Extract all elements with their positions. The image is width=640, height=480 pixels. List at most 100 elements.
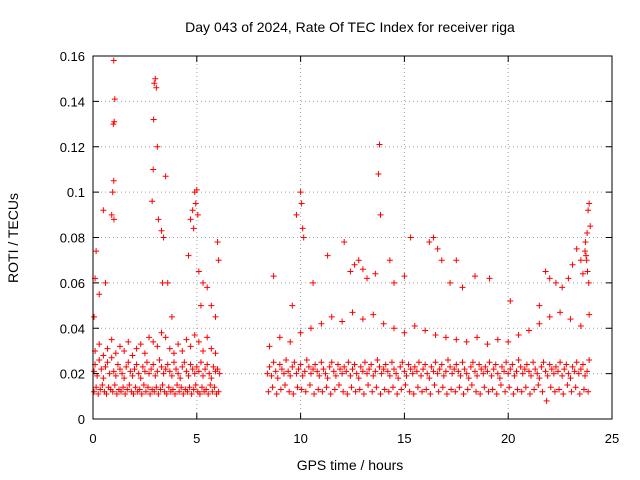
- data-point: [212, 313, 219, 320]
- data-point: [179, 363, 186, 370]
- x-tick-label: 5: [193, 431, 200, 446]
- data-point: [300, 234, 307, 241]
- data-point: [150, 361, 157, 368]
- data-point: [99, 381, 106, 388]
- data-point: [100, 207, 107, 214]
- x-tick-label: 15: [397, 431, 411, 446]
- data-point: [448, 386, 455, 393]
- data-point: [139, 363, 146, 370]
- data-point: [159, 381, 166, 388]
- data-point: [169, 386, 176, 393]
- data-point: [175, 341, 182, 348]
- data-point: [297, 329, 304, 336]
- data-point: [183, 336, 190, 343]
- data-point: [286, 388, 293, 395]
- data-point: [467, 363, 474, 370]
- data-point: [172, 391, 179, 398]
- data-point: [546, 275, 553, 282]
- data-point: [210, 363, 217, 370]
- data-point: [365, 381, 372, 388]
- data-point: [131, 366, 138, 373]
- data-point: [389, 384, 396, 391]
- data-point: [418, 372, 425, 379]
- data-point: [212, 350, 219, 357]
- data-point: [133, 345, 140, 352]
- data-point: [394, 391, 401, 398]
- data-point: [539, 388, 546, 395]
- data-point: [170, 359, 177, 366]
- data-point: [93, 248, 100, 255]
- data-point: [198, 384, 205, 391]
- data-point: [355, 375, 362, 382]
- data-point: [439, 384, 446, 391]
- data-point: [180, 391, 187, 398]
- data-point: [386, 257, 393, 264]
- data-point: [514, 386, 521, 393]
- data-point: [197, 359, 204, 366]
- data-point: [555, 368, 562, 375]
- y-tick-label: 0.04: [60, 321, 85, 336]
- data-point: [143, 359, 150, 366]
- data-point: [550, 370, 557, 377]
- data-point: [343, 368, 350, 375]
- data-point: [546, 313, 553, 320]
- data-point: [266, 363, 273, 370]
- y-tick-label: 0.1: [67, 185, 85, 200]
- data-point: [274, 375, 281, 382]
- data-point: [347, 268, 354, 275]
- data-point: [345, 359, 352, 366]
- data-point: [391, 366, 398, 373]
- data-point: [567, 316, 574, 323]
- data-point: [209, 388, 216, 395]
- data-point: [563, 361, 570, 368]
- data-point: [378, 370, 385, 377]
- data-point: [587, 223, 594, 230]
- data-point: [486, 359, 493, 366]
- data-point: [380, 366, 387, 373]
- data-point: [204, 284, 211, 291]
- data-point: [349, 309, 356, 316]
- data-point: [188, 391, 195, 398]
- data-point: [211, 384, 218, 391]
- data-point: [497, 381, 504, 388]
- data-point: [285, 368, 292, 375]
- data-point: [125, 359, 132, 366]
- data-point: [207, 381, 214, 388]
- data-point: [577, 257, 584, 264]
- data-point: [189, 366, 196, 373]
- data-point: [486, 275, 493, 282]
- data-point: [560, 391, 567, 398]
- data-point: [494, 336, 501, 343]
- data-point: [536, 320, 543, 327]
- data-point: [178, 384, 185, 391]
- data-point: [160, 370, 167, 377]
- data-point: [295, 366, 302, 373]
- y-tick-label: 0.06: [60, 276, 85, 291]
- data-point: [193, 186, 200, 193]
- data-point: [464, 386, 471, 393]
- data-point: [351, 261, 358, 268]
- data-point: [154, 368, 161, 375]
- data-point: [442, 368, 449, 375]
- data-point: [323, 384, 330, 391]
- data-point: [148, 366, 155, 373]
- data-point: [548, 366, 555, 373]
- x-axis-label: GPS time / hours: [297, 457, 404, 473]
- data-point: [480, 370, 487, 377]
- data-point: [584, 268, 591, 275]
- data-point: [503, 359, 510, 366]
- data-point: [339, 318, 346, 325]
- data-point: [372, 368, 379, 375]
- data-point: [447, 279, 454, 286]
- data-point: [110, 216, 117, 223]
- data-point: [579, 270, 586, 277]
- data-point: [374, 357, 381, 364]
- data-point: [401, 329, 408, 336]
- data-point: [103, 391, 110, 398]
- data-point: [162, 366, 169, 373]
- data-point: [93, 384, 100, 391]
- data-point: [177, 375, 184, 382]
- data-point: [384, 368, 391, 375]
- data-point: [347, 372, 354, 379]
- data-point: [373, 384, 380, 391]
